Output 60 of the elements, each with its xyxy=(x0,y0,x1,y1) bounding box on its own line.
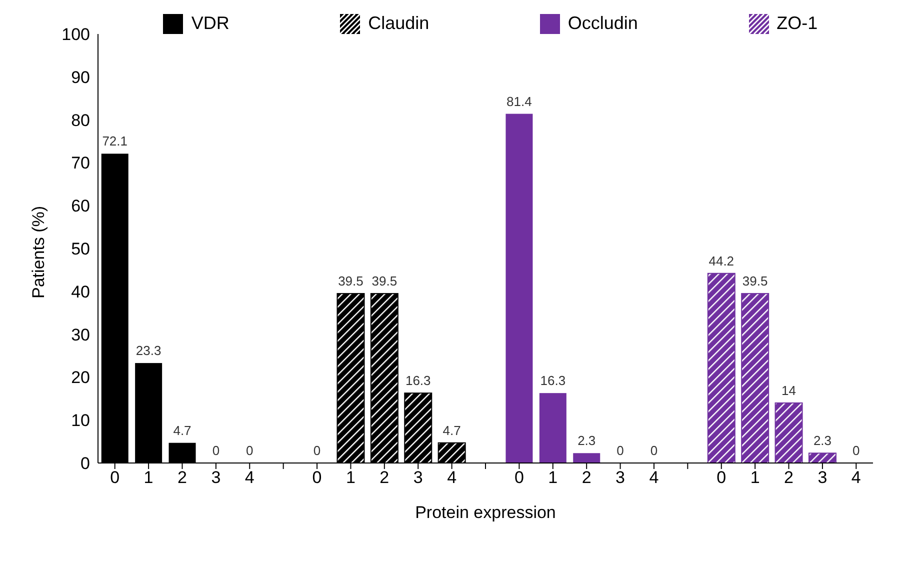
data-label: 2.3 xyxy=(578,433,596,448)
y-tick-label: 0 xyxy=(80,454,90,474)
x-tick-label: 0 xyxy=(716,468,726,488)
legend-label: Claudin xyxy=(368,13,430,34)
x-tick-label: 4 xyxy=(851,468,861,488)
legend-label: Occludin xyxy=(568,13,638,34)
data-label: 0 xyxy=(313,443,321,458)
x-tick-label: 1 xyxy=(144,468,154,488)
data-label: 0 xyxy=(616,443,624,458)
data-label: 44.2 xyxy=(708,253,734,268)
x-tick-label: 2 xyxy=(784,468,794,488)
data-label: 0 xyxy=(650,443,658,458)
y-tick-label: 100 xyxy=(62,25,90,44)
data-label: 2.3 xyxy=(813,433,832,448)
data-label: 0 xyxy=(852,443,860,458)
y-tick-label: 10 xyxy=(71,411,90,430)
data-label: 4.7 xyxy=(442,422,461,438)
x-tick-label: 3 xyxy=(616,468,626,488)
data-label: 39.5 xyxy=(338,274,364,289)
data-label: 23.3 xyxy=(136,343,162,358)
data-label: 4.7 xyxy=(173,422,192,438)
y-tick-label: 30 xyxy=(71,325,90,344)
x-tick-label: 3 xyxy=(413,468,423,488)
x-tick-label: 4 xyxy=(244,468,254,488)
y-tick-label: 90 xyxy=(71,68,90,87)
legend-label: ZO-1 xyxy=(776,13,818,34)
y-axis-title: Patients (%) xyxy=(29,206,48,298)
y-tick-label: 20 xyxy=(71,368,90,388)
x-tick-label: 3 xyxy=(211,468,221,488)
x-tick-label: 1 xyxy=(750,468,760,488)
x-tick-label: 3 xyxy=(818,468,828,488)
x-tick-label: 4 xyxy=(447,468,457,488)
x-axis-title: Protein expression xyxy=(415,503,556,522)
y-tick-label: 70 xyxy=(71,154,90,173)
legend-label: VDR xyxy=(191,13,230,34)
x-tick-label: 4 xyxy=(649,468,659,488)
data-label: 72.1 xyxy=(102,134,128,149)
x-tick-label: 0 xyxy=(110,468,120,488)
data-label: 39.5 xyxy=(372,274,398,289)
data-label: 81.4 xyxy=(506,94,532,109)
data-label: 39.5 xyxy=(742,274,768,289)
bar xyxy=(539,393,566,463)
data-label: 0 xyxy=(212,443,220,458)
data-label: 0 xyxy=(246,443,254,458)
x-tick-label: 1 xyxy=(346,468,356,488)
y-tick-label: 60 xyxy=(71,196,90,216)
x-tick-label: 2 xyxy=(178,468,187,488)
x-tick-label: 0 xyxy=(514,468,524,488)
bar xyxy=(506,114,533,463)
data-label: 14 xyxy=(782,382,796,398)
data-label: 16.3 xyxy=(405,373,431,388)
x-tick-label: 2 xyxy=(380,468,390,488)
x-tick-label: 1 xyxy=(548,468,558,488)
y-tick-label: 50 xyxy=(71,240,90,259)
y-tick-label: 80 xyxy=(71,110,90,130)
y-tick-label: 40 xyxy=(71,282,90,302)
bar xyxy=(573,453,600,463)
x-tick-label: 0 xyxy=(312,468,322,488)
data-label: 16.3 xyxy=(540,373,566,388)
x-tick-label: 2 xyxy=(582,468,592,488)
